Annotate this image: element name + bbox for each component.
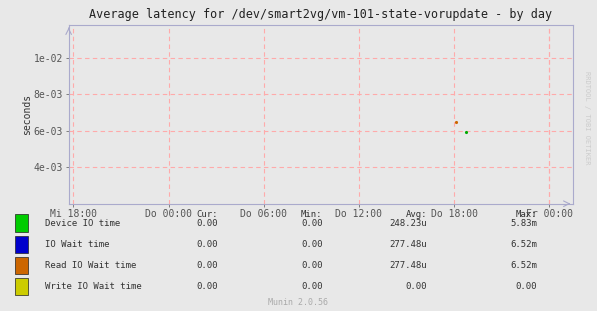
Text: Munin 2.0.56: Munin 2.0.56 — [269, 298, 328, 307]
Text: 6.52m: 6.52m — [510, 240, 537, 249]
Text: Max:: Max: — [516, 210, 537, 219]
Text: Cur:: Cur: — [196, 210, 218, 219]
Text: RRDTOOL / TOBI OETIKER: RRDTOOL / TOBI OETIKER — [584, 72, 590, 165]
Text: 0.00: 0.00 — [301, 282, 322, 291]
Text: 0.00: 0.00 — [405, 282, 427, 291]
Text: 0.00: 0.00 — [196, 240, 218, 249]
Text: Read IO Wait time: Read IO Wait time — [45, 261, 136, 270]
Text: Write IO Wait time: Write IO Wait time — [45, 282, 141, 291]
Text: 0.00: 0.00 — [301, 240, 322, 249]
Text: 0.00: 0.00 — [516, 282, 537, 291]
Title: Average latency for /dev/smart2vg/vm-101-state-vorupdate - by day: Average latency for /dev/smart2vg/vm-101… — [90, 8, 552, 21]
Text: IO Wait time: IO Wait time — [45, 240, 109, 249]
Text: Avg:: Avg: — [405, 210, 427, 219]
Text: 277.48u: 277.48u — [389, 240, 427, 249]
Text: 0.00: 0.00 — [301, 219, 322, 228]
Text: 0.00: 0.00 — [196, 219, 218, 228]
Text: 277.48u: 277.48u — [389, 261, 427, 270]
Text: 0.00: 0.00 — [301, 261, 322, 270]
Text: Min:: Min: — [301, 210, 322, 219]
Text: 6.52m: 6.52m — [510, 261, 537, 270]
Text: Device IO time: Device IO time — [45, 219, 120, 228]
Text: 0.00: 0.00 — [196, 261, 218, 270]
Text: 0.00: 0.00 — [196, 282, 218, 291]
Text: 5.83m: 5.83m — [510, 219, 537, 228]
Y-axis label: seconds: seconds — [22, 94, 32, 135]
Text: 248.23u: 248.23u — [389, 219, 427, 228]
